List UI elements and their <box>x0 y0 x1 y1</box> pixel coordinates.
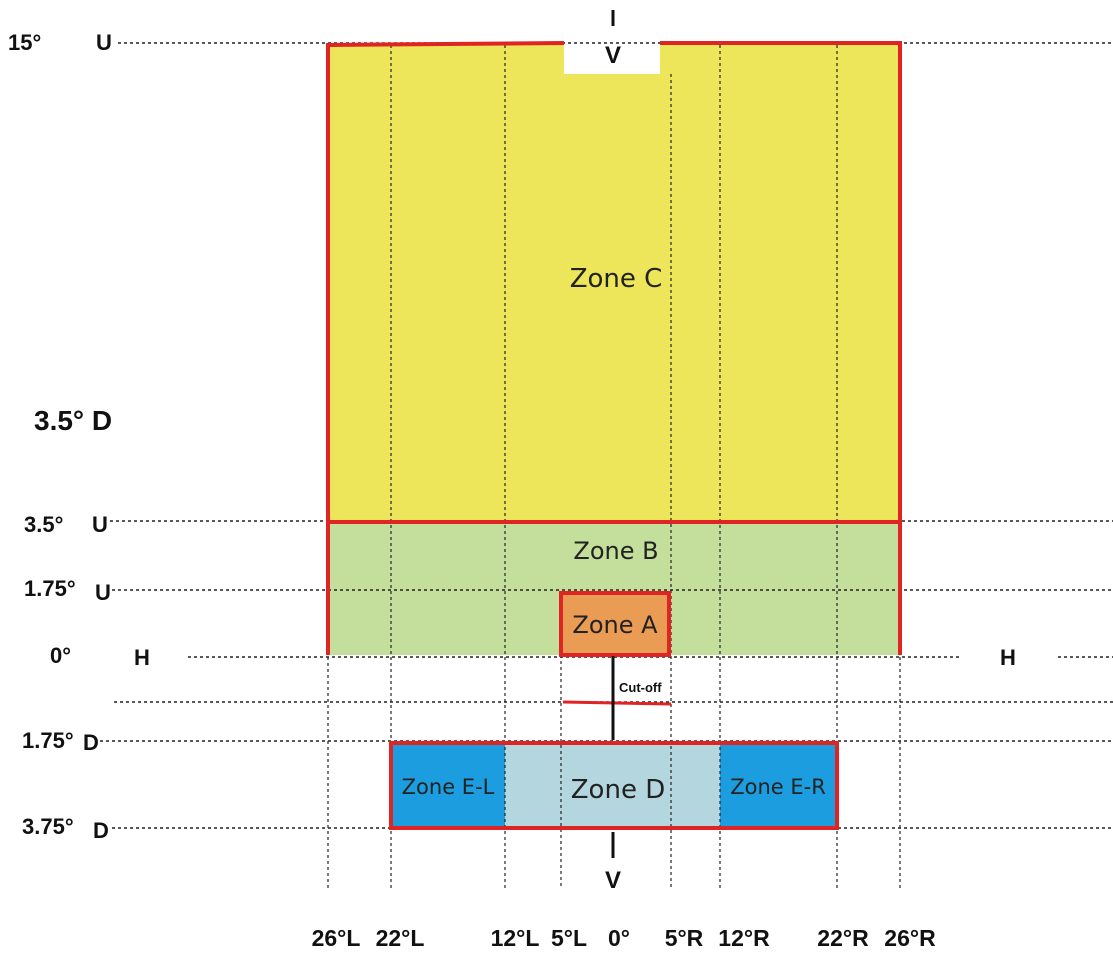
label-35: 3.5° <box>24 512 63 537</box>
label-375d: 3.75° <box>22 814 74 839</box>
v-label-top: V <box>605 42 621 69</box>
zone-a-area <box>561 593 669 655</box>
label-35d-extra: 3.5° D <box>34 405 112 436</box>
zone-b-label: Zone B <box>573 537 658 565</box>
h-label-left: H <box>134 645 150 670</box>
bottom-label-5r: 5°R <box>665 925 704 951</box>
bottom-label-12l: 12°L <box>491 925 540 951</box>
zone-c-label: Zone C <box>570 264 663 294</box>
bottom-label-26r: 26°R <box>884 925 936 951</box>
zone-er-area <box>720 743 837 828</box>
label-35-u: U <box>92 512 108 537</box>
zone-c-border-right <box>660 41 902 655</box>
v-label-bottom: V <box>605 867 621 894</box>
label-15: 15° <box>8 30 41 55</box>
label-175d-d: D <box>83 730 99 755</box>
zone-a-border <box>559 591 671 657</box>
bottom-label-22l: 22°L <box>376 925 425 951</box>
cutoff-red-line <box>562 700 672 706</box>
bottom-label-26l: 26°L <box>312 925 361 951</box>
zone-c-area <box>328 45 900 522</box>
zone-c-border <box>326 41 565 655</box>
bottom-label-0: 0° <box>608 925 630 951</box>
label-15-u: U <box>96 30 112 55</box>
zone-de-border <box>389 741 839 830</box>
zone-d-label: Zone D <box>571 775 665 805</box>
label-175: 1.75° <box>24 576 76 601</box>
zone-a-label: Zone A <box>572 611 658 639</box>
zone-el-area <box>391 743 505 828</box>
cutoff-label: Cut-off <box>619 680 662 695</box>
label-0: 0° <box>50 643 71 668</box>
zone-er-label: Zone E-R <box>730 775 826 799</box>
bottom-label-22r: 22°R <box>817 925 869 951</box>
label-175-u: U <box>95 580 111 605</box>
h-label-right: H <box>1000 645 1016 670</box>
zone-v-notch <box>564 38 660 74</box>
zone-el-label: Zone E-L <box>402 775 495 799</box>
zone-d-area <box>505 743 720 828</box>
bottom-label-12r: 12°R <box>718 925 770 951</box>
bottom-label-5l: 5°L <box>551 925 587 951</box>
label-375d-d: D <box>93 818 109 843</box>
label-175d: 1.75° <box>22 728 74 753</box>
